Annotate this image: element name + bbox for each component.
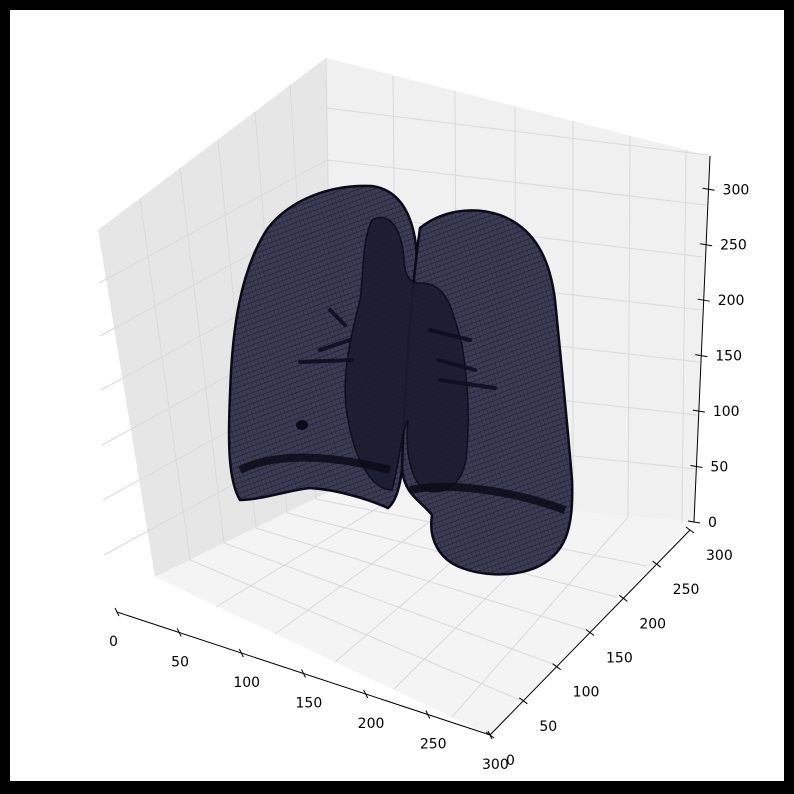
y-tick-label: 50: [539, 719, 557, 735]
z-tick-label: 0: [708, 515, 717, 531]
z-tick-mark: [702, 187, 715, 191]
x-tick-label: 100: [233, 675, 260, 691]
x-tick-mark: [301, 669, 306, 678]
z-tick-label: 150: [715, 349, 742, 365]
x-tick-mark: [176, 628, 182, 637]
z-tick-mark: [697, 298, 710, 302]
lung-surface: [227, 184, 574, 576]
z-tick-mark: [687, 520, 701, 524]
z-tick-mark: [700, 243, 713, 247]
y-tick-mark: [552, 663, 561, 671]
x-tick-label: 200: [358, 716, 385, 732]
z-tick-label: 250: [720, 238, 747, 254]
x-tick-mark: [425, 710, 431, 719]
z-tick-label: 200: [718, 293, 745, 309]
x-tick-mark: [114, 607, 120, 617]
x-tick-label: 50: [171, 655, 189, 671]
z-tick-label: 50: [710, 460, 728, 476]
y-tick-label: 0: [506, 753, 515, 769]
x-tick-label: 250: [420, 737, 447, 753]
z-tick-mark: [695, 354, 708, 358]
x-tick-mark: [363, 689, 369, 699]
y-tick-mark: [685, 526, 695, 534]
y-tick-label: 100: [573, 685, 600, 701]
z-tick-label: 300: [723, 182, 750, 198]
x-tick-label: 150: [296, 696, 323, 712]
y-tick-mark: [585, 629, 595, 636]
z-tick-mark: [692, 409, 705, 413]
y-tick-label: 250: [673, 582, 700, 598]
x-tick-mark: [238, 648, 244, 658]
y-tick-label: 150: [606, 651, 633, 667]
z-tick-label: 100: [713, 404, 740, 420]
y-tick-mark: [652, 560, 661, 568]
x-tick-label: 0: [109, 634, 118, 650]
y-tick-mark: [519, 697, 528, 705]
y-tick-mark: [619, 594, 628, 602]
y-tick-label: 200: [639, 616, 666, 632]
z-tick-mark: [690, 465, 703, 469]
y-tick-mark: [485, 731, 495, 739]
x-tick-label: 300: [482, 757, 509, 773]
y-tick-label: 300: [706, 548, 733, 564]
